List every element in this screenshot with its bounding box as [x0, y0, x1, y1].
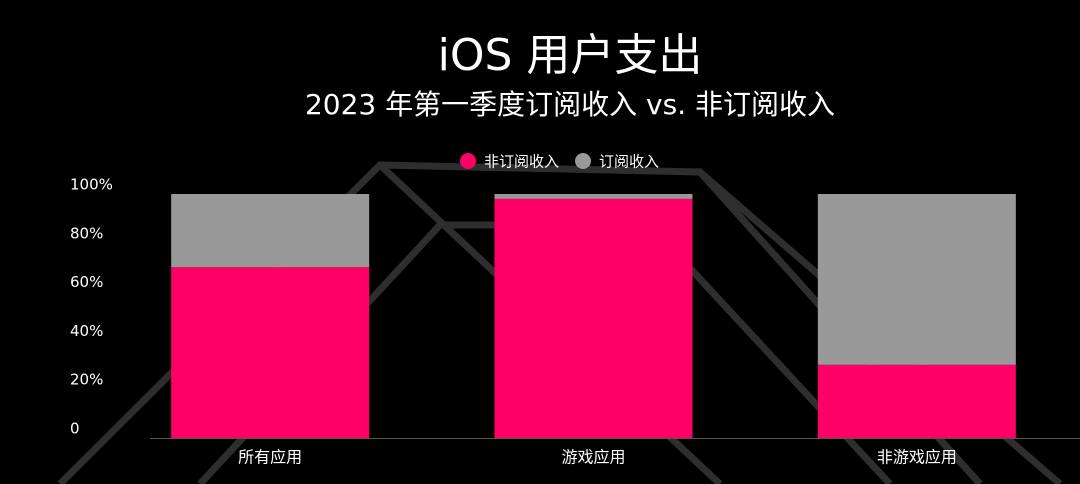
x-tick-label: 游戏应用 — [561, 448, 625, 467]
y-tick-label: 100% — [70, 176, 113, 194]
legend-label: 非订阅收入 — [484, 153, 559, 171]
legend-label: 订阅收入 — [599, 153, 659, 171]
x-tick-label: 非游戏应用 — [877, 448, 957, 467]
legend-swatch — [460, 153, 476, 169]
y-tick-label: 40% — [70, 322, 103, 340]
y-tick-label: 20% — [70, 371, 103, 389]
bar-segment — [494, 198, 693, 438]
bar-segment — [171, 267, 370, 438]
bar-segment — [817, 194, 1016, 365]
bar-segment — [494, 194, 693, 199]
bar-segment — [817, 364, 1016, 438]
legend-swatch — [575, 153, 592, 169]
x-tick-label: 所有应用 — [238, 448, 302, 467]
chart-title: iOS 用户支出 — [438, 30, 703, 81]
y-tick-label: 0 — [70, 420, 80, 438]
chart-subtitle: 2023 年第一季度订阅收入 vs. 非订阅收入 — [305, 88, 835, 121]
bar-segment — [171, 194, 370, 268]
y-tick-label: 60% — [70, 273, 103, 291]
y-tick-label: 80% — [70, 224, 103, 242]
